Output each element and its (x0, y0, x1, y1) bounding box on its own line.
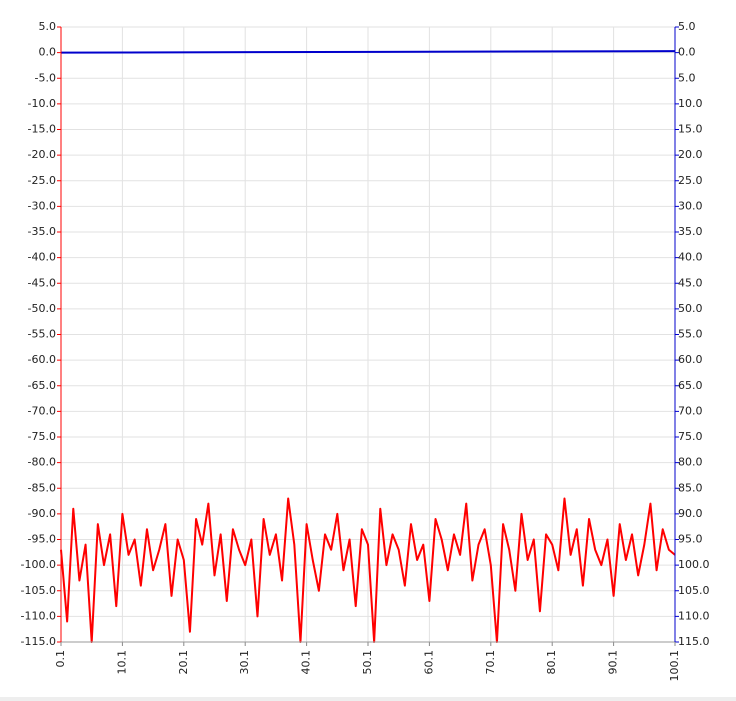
y2-tick-label: 115.0 (678, 635, 710, 648)
series-line (60, 50, 676, 54)
y-tick-label: -30.0 (28, 199, 56, 212)
y-tick-label: -15.0 (28, 123, 56, 136)
y2-tick-label: 105.0 (678, 584, 710, 597)
y2-tick-label: 45.0 (678, 276, 703, 289)
x-tick-label: 10.1 (115, 650, 128, 675)
y-tick-label: 5.0 (39, 20, 57, 33)
y-tick-label: -10.0 (28, 97, 56, 110)
y2-tick-label: 110.0 (678, 609, 710, 622)
y2-tick-label: 85.0 (678, 481, 703, 494)
x-tick-label: 80.1 (545, 650, 558, 675)
y-tick-label: -105.0 (21, 584, 56, 597)
x-tick-label: 70.1 (484, 650, 497, 675)
y2-tick-label: 35.0 (678, 225, 703, 238)
y2-tick-label: 20.0 (678, 148, 703, 161)
y2-tick-label: 60.0 (678, 353, 703, 366)
y-tick-label: -35.0 (28, 225, 56, 238)
y2-tick-label: 55.0 (678, 328, 703, 341)
y2-tick-label: 25.0 (678, 174, 703, 187)
y2-tick-label: 50.0 (678, 302, 703, 315)
y2-tick-label: 100.0 (678, 558, 710, 571)
y2-tick-label: 65.0 (678, 379, 703, 392)
axes: 5.0 0.0 -5.0 -10.0 -15.0 -20.0 -25.0 -30.0 -35.0… (21, 20, 710, 682)
y-tick-label: -25.0 (28, 174, 56, 187)
y-tick-label: -75.0 (28, 430, 56, 443)
y2-tick-label: 70.0 (678, 404, 703, 417)
y-tick-label: -65.0 (28, 379, 56, 392)
x-tick-label: 30.1 (238, 650, 251, 675)
y2-tick-label: 40.0 (678, 251, 703, 264)
y2-tick-label: 15.0 (678, 123, 703, 136)
y-tick-label: 0.0 (39, 46, 57, 59)
y-tick-label: -20.0 (28, 148, 56, 161)
y-tick-label: -55.0 (28, 328, 56, 341)
x-tick-label: 90.1 (607, 650, 620, 675)
x-tick-label: 100.1 (668, 650, 681, 682)
y-tick-label: -95.0 (28, 533, 56, 546)
y-tick-label: -90.0 (28, 507, 56, 520)
y-tick-label: -60.0 (28, 353, 56, 366)
y2-tick-label: 5.0 (678, 20, 696, 33)
plot (60, 50, 676, 643)
y-tick-label: -70.0 (28, 404, 56, 417)
y-tick-label: -50.0 (28, 302, 56, 315)
y2-tick-label: 0.0 (678, 46, 696, 59)
y-tick-label: -85.0 (28, 481, 56, 494)
x-tick-label: 40.1 (300, 650, 313, 675)
y-tick-label: -80.0 (28, 456, 56, 469)
y2-tick-label: 75.0 (678, 430, 703, 443)
y2-tick-label: 10.0 (678, 97, 703, 110)
status-strip (0, 697, 736, 701)
y2-tick-label: 95.0 (678, 533, 703, 546)
x-tick-label: 50.1 (361, 650, 374, 675)
y2-tick-label: 90.0 (678, 507, 703, 520)
x-tick-label: 60.1 (422, 650, 435, 675)
x-tick-label: 0.1 (54, 650, 67, 668)
y2-tick-label: 5.0 (678, 71, 696, 84)
y-tick-label: -40.0 (28, 251, 56, 264)
y-tick-label: -45.0 (28, 276, 56, 289)
y-tick-label: -110.0 (21, 609, 56, 622)
y2-tick-label: 80.0 (678, 456, 703, 469)
y-tick-label: -5.0 (35, 71, 56, 84)
y-tick-label: -115.0 (21, 635, 56, 648)
series-line (60, 497, 676, 643)
y2-tick-label: 30.0 (678, 199, 703, 212)
x-tick-label: 20.1 (177, 650, 190, 675)
y-tick-label: -100.0 (21, 558, 56, 571)
